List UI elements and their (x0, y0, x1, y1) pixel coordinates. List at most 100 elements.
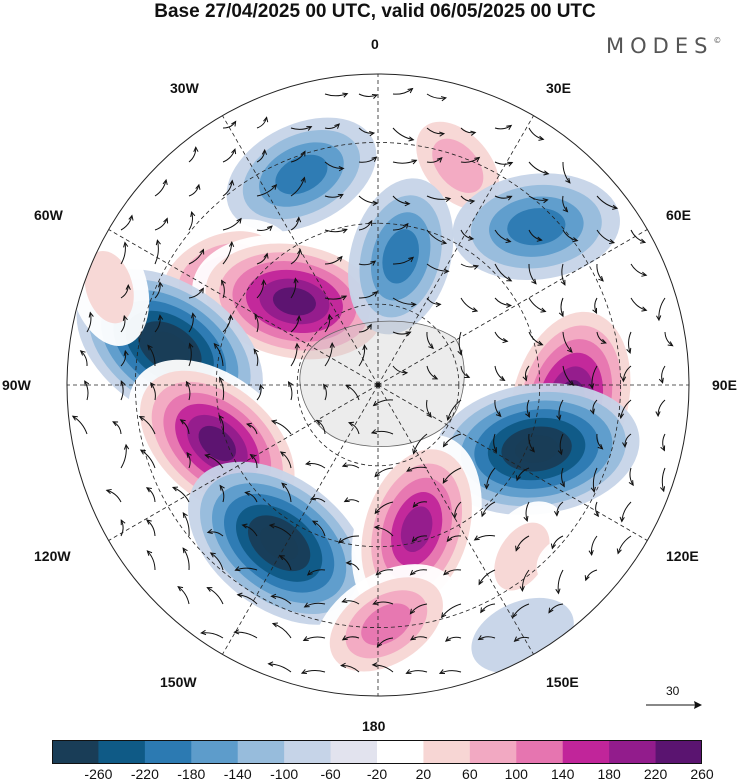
wind-streamline (558, 399, 564, 420)
wind-arrowhead (620, 376, 627, 383)
wind-streamline (410, 636, 428, 641)
wind-streamline (188, 313, 194, 333)
wind-streamline (494, 229, 511, 243)
wind-arrowhead (472, 307, 479, 313)
wind-streamline (186, 452, 191, 469)
wind-arrowhead (185, 380, 191, 387)
wind-arrowhead (600, 338, 607, 344)
lon-label-30w: 30W (170, 80, 199, 96)
wind-arrowhead (506, 276, 513, 282)
wind-streamline (213, 343, 224, 367)
wind-arrowhead (233, 629, 240, 635)
lon-label-30e: 30E (546, 80, 571, 96)
wind-streamline (139, 416, 156, 435)
anomaly-contour (514, 435, 559, 463)
wind-streamline (374, 467, 394, 477)
wind-arrowhead (254, 313, 260, 320)
wind-arrowhead (616, 548, 622, 555)
wind-streamline (412, 501, 428, 508)
wind-arrowhead (537, 340, 544, 346)
wind-arrowhead (403, 222, 409, 229)
wind-streamline (551, 535, 564, 549)
wind-arrowhead (506, 302, 513, 309)
wind-arrowhead (562, 206, 569, 213)
wind-arrowhead (469, 199, 476, 205)
wind-arrowhead (481, 511, 487, 518)
wind-arrowhead (311, 520, 318, 526)
colorbar-tick-label: 180 (597, 766, 621, 782)
wind-arrowhead (125, 284, 131, 290)
colorbar-tick-label: 20 (415, 766, 432, 782)
wind-streamline (373, 601, 394, 605)
wind-arrowhead (341, 462, 348, 468)
wind-arrowhead (568, 380, 575, 387)
wind-arrowhead (655, 411, 661, 418)
wind-streamline (303, 636, 326, 641)
wind-arrowhead (402, 370, 409, 376)
wind-arrowhead (468, 235, 475, 241)
wind-streamline (481, 501, 496, 517)
wind-arrowhead (193, 146, 199, 153)
wind-streamline (561, 467, 565, 487)
wind-arrowhead (512, 612, 518, 619)
wind-arrowhead (440, 612, 447, 619)
wind-arrowhead (428, 343, 434, 350)
wind-streamline (494, 161, 513, 165)
wind-arrowhead (442, 477, 448, 484)
wind-arrowhead (608, 239, 616, 245)
wind-arrowhead (150, 382, 156, 389)
wind-streamline (374, 526, 394, 537)
wind-arrowhead (123, 349, 129, 356)
wind-streamline (515, 535, 530, 551)
colorbar-swatch (52, 740, 99, 764)
wind-arrowhead (656, 315, 662, 322)
wind-arrowhead (278, 555, 285, 561)
wind-arrowhead (228, 240, 235, 247)
wind-streamline (594, 297, 598, 314)
wind-arrowhead (294, 342, 300, 349)
wind-arrowhead (477, 635, 484, 641)
wind-streamline (521, 569, 530, 591)
wind-streamline (72, 415, 88, 435)
wind-arrowhead (531, 278, 537, 285)
wind-streamline (494, 365, 505, 381)
wind-arrowhead (435, 301, 442, 308)
wind-arrowhead (640, 238, 647, 244)
wind-streamline (256, 184, 277, 197)
wind-arrowhead (258, 383, 265, 391)
wind-streamline (306, 463, 326, 469)
anomaly-contour (432, 138, 484, 193)
colorbar (52, 740, 702, 764)
wind-arrowhead (542, 198, 549, 204)
wind-arrowhead (157, 314, 164, 321)
wind-arrowhead (412, 502, 419, 508)
wind-streamline (288, 381, 293, 401)
wind-arrowhead (162, 178, 168, 185)
wind-arrowhead (409, 635, 416, 641)
modes-logo: MODES© (606, 34, 721, 58)
wind-streamline (272, 623, 292, 639)
wind-arrowhead (279, 451, 286, 457)
wind-arrowhead (213, 342, 220, 349)
wind-streamline (222, 218, 242, 231)
wind-arrowhead (146, 550, 153, 556)
wind-arrowhead (560, 279, 566, 286)
colorbar-tick-label: -260 (84, 766, 113, 782)
meridian-line (377, 229, 648, 386)
wind-arrowhead (558, 311, 564, 318)
wind-arrowhead (227, 314, 234, 321)
wind-arrowhead (506, 195, 513, 201)
wind-arrowhead (270, 593, 277, 599)
wind-streamline (439, 670, 462, 674)
meridian-line (222, 384, 379, 655)
wind-streamline (146, 550, 156, 571)
wind-streamline (290, 316, 300, 333)
wind-streamline (528, 161, 549, 175)
wind-arrowhead (297, 248, 303, 255)
colorbar-swatch (330, 740, 378, 764)
wind-streamline (585, 569, 598, 581)
wind-arrowhead (191, 312, 197, 319)
wind-arrowhead (505, 237, 512, 244)
anomaly-field (69, 104, 649, 685)
wind-arrowhead (464, 373, 471, 378)
